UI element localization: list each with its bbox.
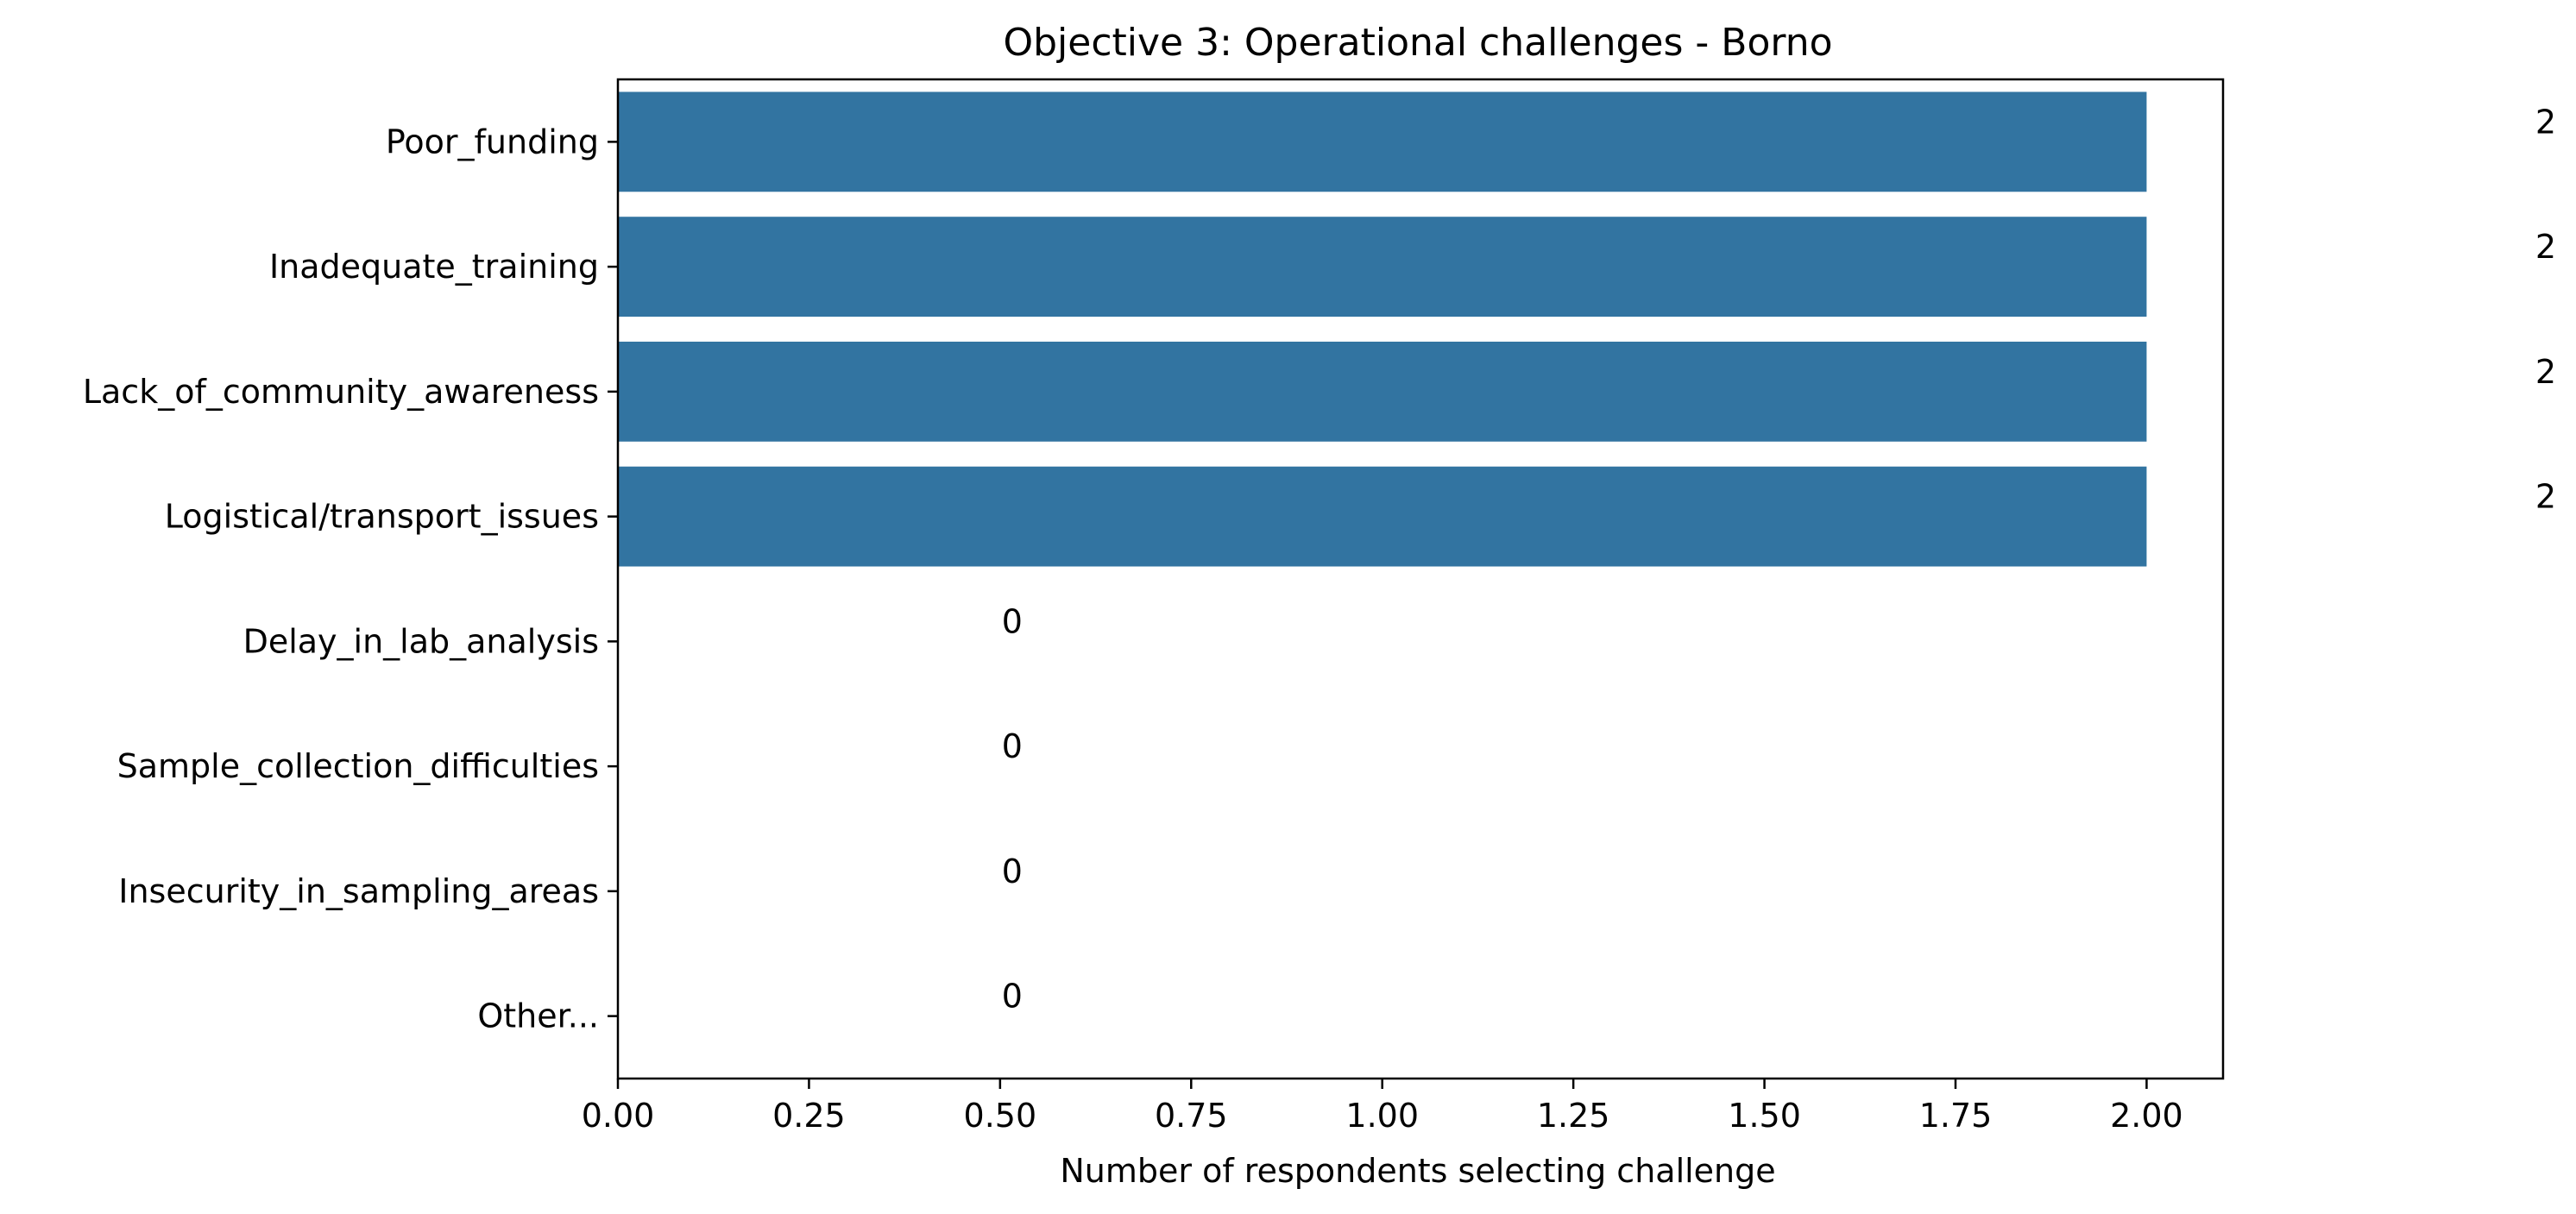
bar	[618, 466, 2147, 567]
category-label: Insecurity_in_sampling_areas	[118, 872, 599, 910]
x-tick-label: 0.00	[582, 1097, 655, 1135]
data-label: 0	[1002, 727, 1023, 765]
x-tick-label: 1.50	[1728, 1097, 1801, 1135]
category-label: Lack_of_community_awareness	[83, 373, 599, 411]
x-tick-label: 0.75	[1155, 1097, 1228, 1135]
bar	[618, 341, 2147, 442]
data-labels: 2 2 2 2 0 0 0 0	[1002, 103, 2556, 1015]
category-label: Sample_collection_difficulties	[117, 747, 599, 785]
x-axis-label: Number of respondents selecting challeng…	[1060, 1152, 1775, 1190]
data-label: 2	[2535, 353, 2556, 391]
bars-group	[618, 91, 2147, 567]
value-axis: 0.00 0.25 0.50 0.75 1.00 1.25 1.50 1.75 2.00	[582, 1079, 2183, 1135]
plot-frame	[616, 78, 2225, 1080]
x-tick-label: 0.25	[772, 1097, 846, 1135]
bar	[618, 91, 2147, 192]
bar	[618, 217, 2147, 318]
data-label: 2	[2535, 228, 2556, 266]
category-label: Inadequate_training	[269, 248, 599, 286]
data-label: 0	[1002, 852, 1023, 890]
x-tick-label: 0.50	[964, 1097, 1037, 1135]
data-label: 2	[2535, 478, 2556, 516]
category-axis: Poor_funding Inadequate_training Lack_of_c…	[83, 123, 618, 1035]
chart-title: Objective 3: Operational challenges - Bo…	[1003, 21, 1832, 65]
category-label: Delay_in_lab_analysis	[243, 622, 599, 660]
x-tick-label: 1.25	[1537, 1097, 1610, 1135]
data-label: 0	[1002, 978, 1023, 1016]
x-tick-label: 2.00	[2110, 1097, 2183, 1135]
x-tick-label: 1.00	[1345, 1097, 1419, 1135]
x-tick-label: 1.75	[1919, 1097, 1993, 1135]
category-label: Poor_funding	[386, 123, 599, 160]
category-label: Logistical/transport_issues	[165, 498, 599, 536]
data-label: 2	[2535, 103, 2556, 141]
category-label: Other...	[477, 997, 599, 1035]
data-label: 0	[1002, 602, 1023, 640]
